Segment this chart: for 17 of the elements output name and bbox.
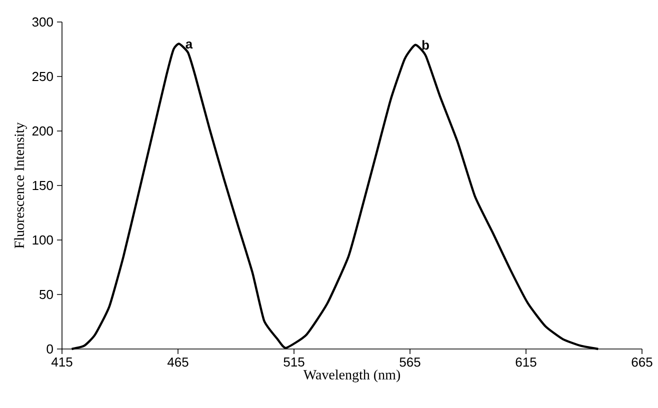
- annotation: b: [422, 40, 429, 50]
- y-tick-label: 0: [46, 344, 53, 354]
- x-tick-label: 565: [400, 358, 420, 367]
- x-tick-label: 665: [632, 358, 652, 367]
- y-tick-label: 100: [32, 235, 53, 245]
- x-axis-title: Wavelength (nm): [303, 370, 400, 382]
- x-tick-label: 415: [51, 358, 72, 367]
- x-tick-label: 615: [516, 358, 536, 367]
- y-tick-label: 50: [40, 290, 53, 300]
- y-axis-title: Fluorescence Intensity: [14, 122, 27, 248]
- annotation: a: [186, 41, 193, 49]
- y-tick-label: 150: [32, 180, 53, 190]
- y-tick-label: 250: [32, 72, 53, 82]
- x-tick-label: 515: [284, 358, 304, 367]
- y-tick-label: 300: [32, 17, 53, 27]
- y-tick-label: 200: [32, 126, 53, 136]
- x-tick-label: 465: [167, 358, 188, 367]
